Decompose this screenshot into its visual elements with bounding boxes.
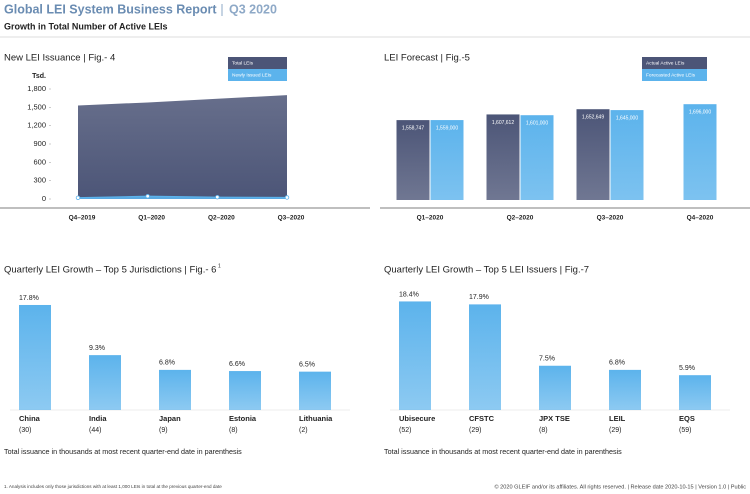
x-sublabel: (44) bbox=[89, 427, 101, 434]
x-tick-label: China bbox=[19, 414, 41, 423]
point bbox=[284, 195, 290, 200]
value-label: 6.8% bbox=[159, 360, 175, 367]
value-label: 1,601,000 bbox=[526, 121, 548, 127]
copyright: © 2020 GLEIF and/or its affiliates. All … bbox=[494, 483, 746, 490]
y-tick-label: 600 bbox=[33, 157, 46, 166]
bar bbox=[610, 110, 644, 200]
bar bbox=[609, 369, 641, 410]
x-sublabel: (59) bbox=[679, 427, 691, 434]
value-label: 6.8% bbox=[609, 360, 625, 367]
x-tick-label: Estonia bbox=[229, 414, 257, 423]
value-label: 18.4% bbox=[399, 291, 419, 298]
bar bbox=[520, 115, 554, 200]
x-sublabel: (29) bbox=[469, 427, 481, 434]
legend-swatch bbox=[228, 57, 287, 69]
legend-swatch bbox=[228, 69, 287, 81]
value-label: 1,558,747 bbox=[402, 125, 424, 131]
value-label: 5.9% bbox=[679, 365, 695, 372]
footnote: 1. Analysis includes only those jurisdic… bbox=[4, 484, 222, 489]
x-tick-label: CFSTC bbox=[469, 414, 495, 423]
report-period: Q3 2020 bbox=[229, 2, 277, 16]
value-label: 17.9% bbox=[469, 294, 489, 301]
chart-note: Total issuance in thousands at most rece… bbox=[4, 447, 242, 456]
title-note: 1 bbox=[218, 263, 221, 269]
x-tick-label: Q3–2020 bbox=[278, 215, 305, 222]
x-tick-label: Ubisecure bbox=[399, 414, 435, 423]
value-label: 7.5% bbox=[539, 356, 555, 363]
x-sublabel: (8) bbox=[229, 427, 238, 434]
bar bbox=[683, 104, 717, 200]
x-sublabel: (2) bbox=[299, 427, 308, 434]
value-label: 9.3% bbox=[89, 345, 105, 352]
y-tick-label: 1,500 bbox=[27, 102, 46, 111]
x-sublabel: (8) bbox=[539, 427, 548, 434]
x-sublabel: (52) bbox=[399, 427, 411, 434]
bar bbox=[539, 365, 571, 410]
x-tick-label: Q4–2019 bbox=[69, 215, 96, 222]
value-label: 1,645,000 bbox=[616, 115, 638, 121]
x-tick-label: Q2–2020 bbox=[208, 215, 235, 222]
bar bbox=[679, 375, 711, 410]
y-tick-label: 1,800 bbox=[27, 84, 46, 93]
chart-note: Total issuance in thousands at most rece… bbox=[384, 447, 622, 456]
bar bbox=[229, 371, 261, 410]
y-tick-label: 300 bbox=[33, 176, 46, 185]
bar bbox=[19, 304, 51, 410]
x-sublabel: (9) bbox=[159, 427, 168, 434]
series-line bbox=[77, 195, 288, 199]
bar bbox=[396, 120, 430, 200]
bar bbox=[159, 369, 191, 410]
legend-swatch bbox=[642, 57, 707, 69]
point bbox=[215, 194, 220, 200]
x-tick-label: JPX TSE bbox=[539, 414, 570, 423]
legend-swatch bbox=[642, 69, 707, 81]
bar bbox=[399, 301, 431, 410]
report-title: Global LEI System Business Report bbox=[4, 2, 217, 16]
report-subtitle: Growth in Total Number of Active LEIs bbox=[4, 21, 168, 31]
x-tick-label: LEIL bbox=[609, 414, 626, 423]
y-tick-label: 900 bbox=[33, 139, 46, 148]
value-label: 6.5% bbox=[299, 361, 315, 368]
bar bbox=[89, 355, 121, 410]
value-label: 1,559,000 bbox=[436, 125, 458, 131]
x-sublabel: (29) bbox=[609, 427, 621, 434]
y-unit: Tsd. bbox=[32, 73, 46, 80]
x-tick-label: India bbox=[89, 414, 107, 423]
x-sublabel: (30) bbox=[19, 427, 31, 434]
x-tick-label: Q3–2020 bbox=[597, 215, 624, 222]
x-tick-label: Japan bbox=[159, 414, 181, 423]
y-tick-label: 1,200 bbox=[27, 121, 46, 130]
legend-label: Forecasted Active LEIs bbox=[646, 73, 696, 79]
value-label: 1,696,000 bbox=[689, 110, 711, 116]
legend-label: Newly Issued LEIs bbox=[232, 73, 272, 79]
chart-title: New LEI Issuance | Fig.- 4 bbox=[4, 53, 115, 64]
chart-title: Quarterly LEI Growth – Top 5 LEI Issuers… bbox=[384, 265, 589, 276]
x-tick-label: Q2–2020 bbox=[507, 215, 534, 222]
value-label: 6.6% bbox=[229, 361, 245, 368]
point bbox=[145, 194, 150, 199]
y-tick-label: 0 bbox=[42, 194, 46, 203]
legend-label: Total LEIs bbox=[232, 61, 254, 67]
legend-label: Actual Active LEIs bbox=[646, 61, 685, 67]
point bbox=[75, 195, 81, 200]
x-tick-label: Lithuania bbox=[299, 414, 333, 423]
chart-title: Quarterly LEI Growth – Top 5 Jurisdictio… bbox=[4, 265, 216, 276]
bar bbox=[486, 114, 520, 200]
area bbox=[78, 95, 287, 199]
value-label: 17.8% bbox=[19, 295, 39, 302]
chart-title: LEI Forecast | Fig.-5 bbox=[384, 53, 470, 64]
value-label: 1,652,649 bbox=[582, 115, 604, 121]
bar bbox=[576, 109, 610, 200]
x-tick-label: Q1–2020 bbox=[417, 215, 444, 222]
bar bbox=[430, 120, 464, 200]
x-tick-label: EQS bbox=[679, 414, 695, 423]
x-tick-label: Q4–2020 bbox=[687, 215, 714, 222]
x-tick-label: Q1–2020 bbox=[138, 215, 165, 222]
bar bbox=[299, 371, 331, 410]
bar bbox=[469, 304, 501, 410]
value-label: 1,607,612 bbox=[492, 120, 514, 126]
